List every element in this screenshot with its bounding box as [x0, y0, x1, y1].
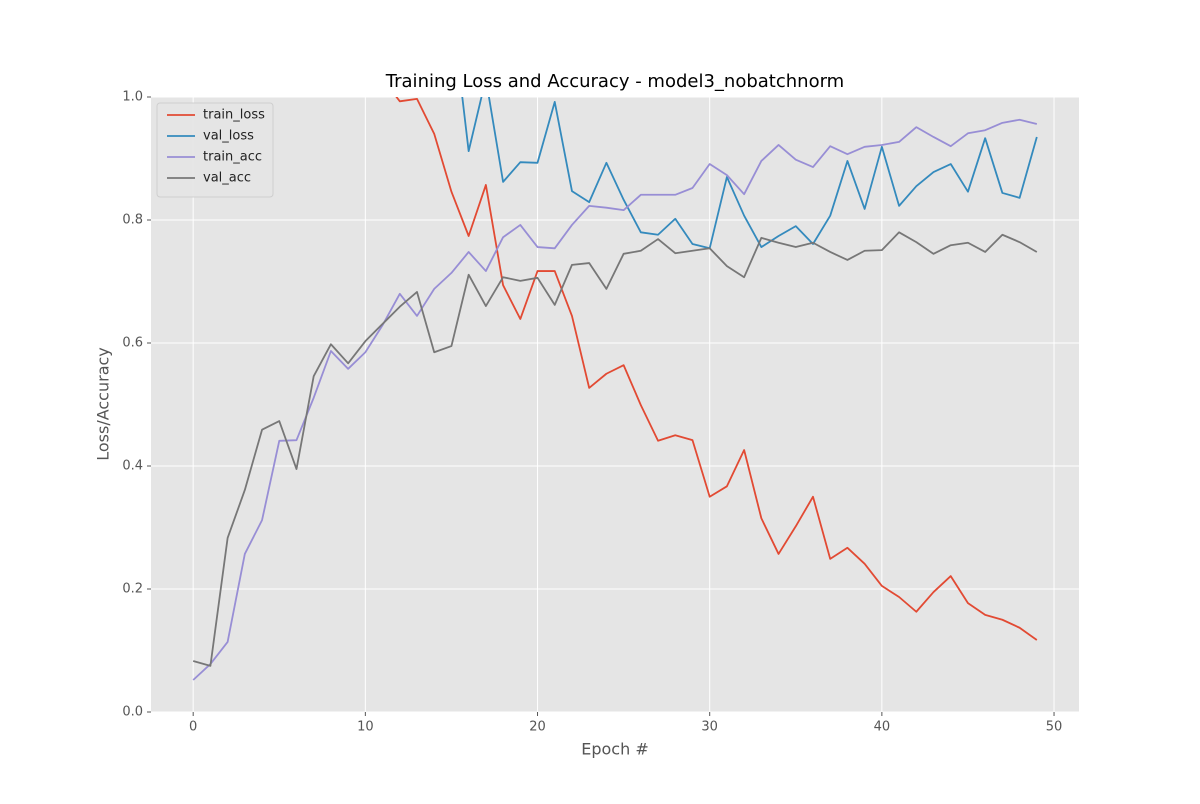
- y-tick-label: 0.0: [122, 705, 143, 720]
- y-tick-label: 0.4: [122, 459, 143, 474]
- legend-label: train_loss: [203, 108, 265, 123]
- legend: train_loss val_loss train_acc val_acc: [156, 102, 274, 198]
- x-tick-label: 0: [189, 720, 197, 735]
- y-tick-label: 0.8: [122, 213, 143, 228]
- series-line: [192, 118, 1038, 681]
- x-axis-label: Epoch #: [581, 740, 648, 759]
- axes: 0.0 0.2 0.4 0.6 0.8 1.0 0 10 20 30 40 50: [122, 90, 1062, 735]
- x-tick-label: 30: [701, 720, 718, 735]
- lines: [192, 97, 1038, 681]
- x-tick-label: 40: [874, 720, 891, 735]
- series-line: [192, 231, 1038, 667]
- series-line: [461, 97, 1038, 250]
- legend-label: train_acc: [203, 150, 262, 165]
- x-tick-label: 50: [1046, 720, 1063, 735]
- y-tick-label: 0.6: [122, 336, 143, 351]
- y-axis-label: Loss/Accuracy: [94, 347, 113, 461]
- grid: [151, 96, 1079, 713]
- plot-area: [151, 97, 1079, 712]
- chart-title: Training Loss and Accuracy - model3_noba…: [385, 71, 844, 92]
- legend-label: val_loss: [203, 129, 254, 144]
- legend-box: [156, 102, 274, 198]
- y-tick-label: 1.0: [122, 90, 143, 105]
- x-tick-label: 10: [357, 720, 374, 735]
- y-tick-label: 0.2: [122, 582, 143, 597]
- legend-label: val_acc: [203, 171, 251, 186]
- series-line: [395, 97, 1038, 641]
- x-tick-label: 20: [529, 720, 546, 735]
